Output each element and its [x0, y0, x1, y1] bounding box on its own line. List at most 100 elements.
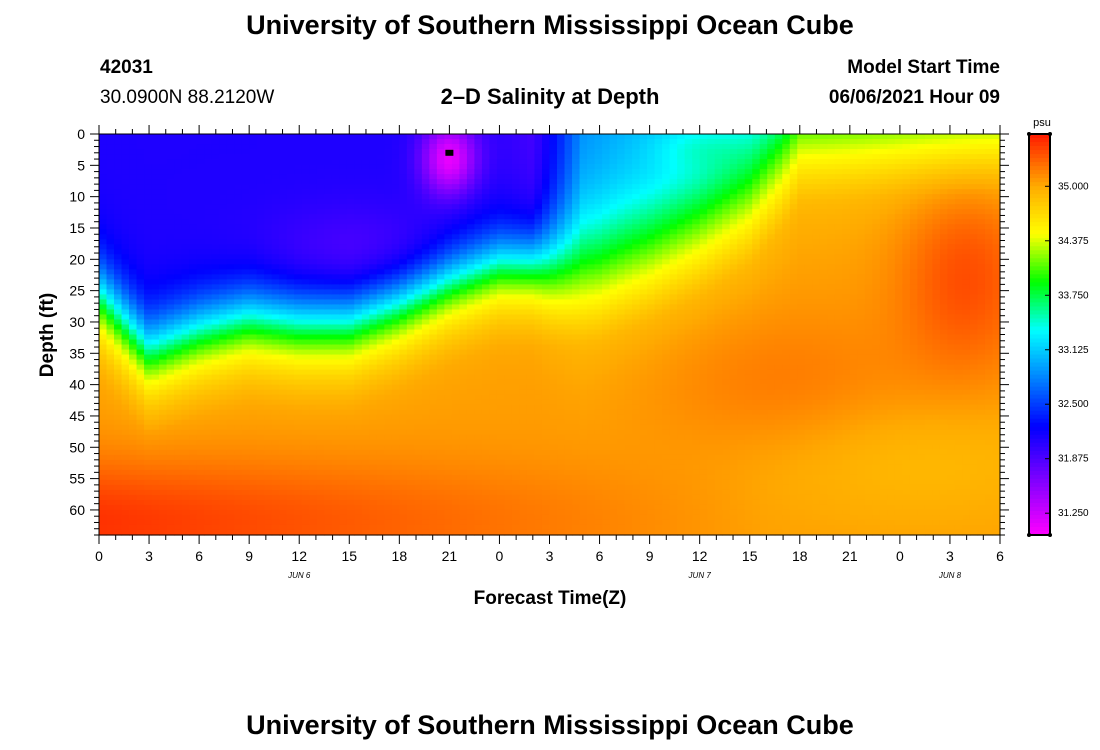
heatmap-cell — [114, 164, 123, 170]
heatmap-cell — [384, 244, 393, 250]
heatmap-cell — [106, 159, 115, 165]
heatmap-cell — [279, 494, 288, 501]
heatmap-cell — [519, 209, 528, 215]
heatmap-cell — [121, 344, 130, 351]
heatmap-cell — [474, 339, 483, 346]
heatmap-cell — [436, 429, 445, 436]
heatmap-cell — [564, 259, 573, 265]
heatmap-cell — [174, 464, 183, 471]
heatmap-cell — [226, 429, 235, 436]
heatmap-cell — [151, 469, 160, 476]
heatmap-cell — [406, 379, 415, 386]
heatmap-cell — [301, 339, 310, 346]
heatmap-cell — [264, 519, 273, 526]
heatmap-cell — [549, 239, 558, 245]
heatmap-cell — [406, 324, 415, 331]
heatmap-cell — [406, 529, 415, 536]
heatmap-cell — [361, 289, 370, 295]
heatmap-cell — [271, 274, 280, 280]
heatmap-cell — [151, 479, 160, 486]
heatmap-cell — [481, 239, 491, 245]
heatmap-cell — [324, 369, 333, 376]
heatmap-cell — [211, 494, 220, 501]
heatmap-cell — [144, 249, 153, 255]
heatmap-cell — [219, 279, 228, 285]
heatmap-cell — [249, 399, 258, 406]
heatmap-cell — [159, 184, 168, 190]
heatmap-cell — [421, 194, 430, 200]
heatmap-cell — [279, 374, 288, 381]
heatmap-cell — [129, 529, 138, 536]
heatmap-cell — [444, 189, 453, 195]
heatmap-cell — [151, 429, 160, 436]
heatmap-cell — [534, 449, 543, 456]
heatmap-cell — [181, 419, 190, 426]
heatmap-cell — [264, 429, 273, 436]
heatmap-cell — [144, 529, 153, 536]
heatmap-cell — [414, 154, 423, 160]
heatmap-cell — [106, 304, 115, 311]
heatmap-cell — [429, 434, 438, 441]
heatmap-cell — [159, 274, 168, 280]
heatmap-cell — [564, 189, 573, 195]
heatmap-cell — [279, 489, 288, 496]
heatmap-cell — [399, 139, 408, 145]
heatmap-cell — [474, 464, 483, 471]
heatmap-cell — [174, 439, 183, 446]
heatmap-cell — [234, 379, 243, 386]
heatmap-cell — [376, 224, 385, 230]
heatmap-cell — [234, 139, 243, 145]
heatmap-cell — [444, 224, 453, 230]
heatmap-cell — [399, 174, 408, 180]
heatmap-cell — [489, 354, 498, 361]
heatmap-cell — [114, 279, 123, 285]
heatmap-cell — [106, 399, 115, 406]
heatmap-cell — [324, 279, 333, 285]
heatmap-cell — [114, 419, 123, 426]
heatmap-cell — [504, 289, 513, 295]
heatmap-cell — [541, 254, 551, 260]
heatmap-cell — [121, 404, 130, 411]
heatmap-cell — [406, 409, 415, 416]
heatmap-cell — [316, 464, 325, 471]
heatmap-cell — [496, 409, 506, 416]
heatmap-cell — [144, 409, 153, 416]
heatmap-cell — [271, 489, 280, 496]
heatmap-cell — [526, 244, 536, 250]
heatmap-cell — [159, 294, 168, 301]
heatmap-cell — [339, 374, 348, 381]
heatmap-cell — [391, 459, 400, 466]
heatmap-cell — [181, 504, 190, 511]
heatmap-cell — [474, 169, 483, 175]
heatmap-cell — [294, 454, 303, 461]
heatmap-cell — [376, 399, 385, 406]
heatmap-cell — [564, 274, 573, 280]
heatmap-cell — [121, 139, 130, 145]
heatmap-cell — [459, 404, 468, 411]
heatmap-cell — [271, 184, 280, 190]
heatmap-cell — [339, 499, 348, 506]
heatmap-cell — [346, 149, 355, 155]
heatmap-cell — [181, 474, 190, 481]
heatmap-cell — [369, 319, 378, 326]
heatmap-cell — [324, 144, 333, 150]
heatmap-cell — [444, 424, 453, 431]
heatmap-cell — [451, 414, 460, 421]
heatmap-cell — [256, 509, 265, 516]
heatmap-cell — [557, 329, 566, 336]
heatmap-cell — [369, 289, 378, 295]
heatmap-cell — [444, 294, 453, 301]
heatmap-cell — [414, 434, 423, 441]
heatmap-cell — [294, 164, 303, 170]
heatmap-cell — [159, 204, 168, 210]
heatmap-cell — [301, 499, 310, 506]
heatmap-cell — [286, 144, 295, 150]
heatmap-cell — [519, 214, 528, 220]
heatmap-cell — [204, 219, 213, 225]
heatmap-cell — [459, 214, 468, 220]
heatmap-cell — [271, 339, 280, 346]
heatmap-cell — [444, 289, 453, 295]
heatmap-cell — [391, 174, 400, 180]
heatmap-cell — [256, 454, 265, 461]
heatmap-cell — [444, 249, 453, 255]
